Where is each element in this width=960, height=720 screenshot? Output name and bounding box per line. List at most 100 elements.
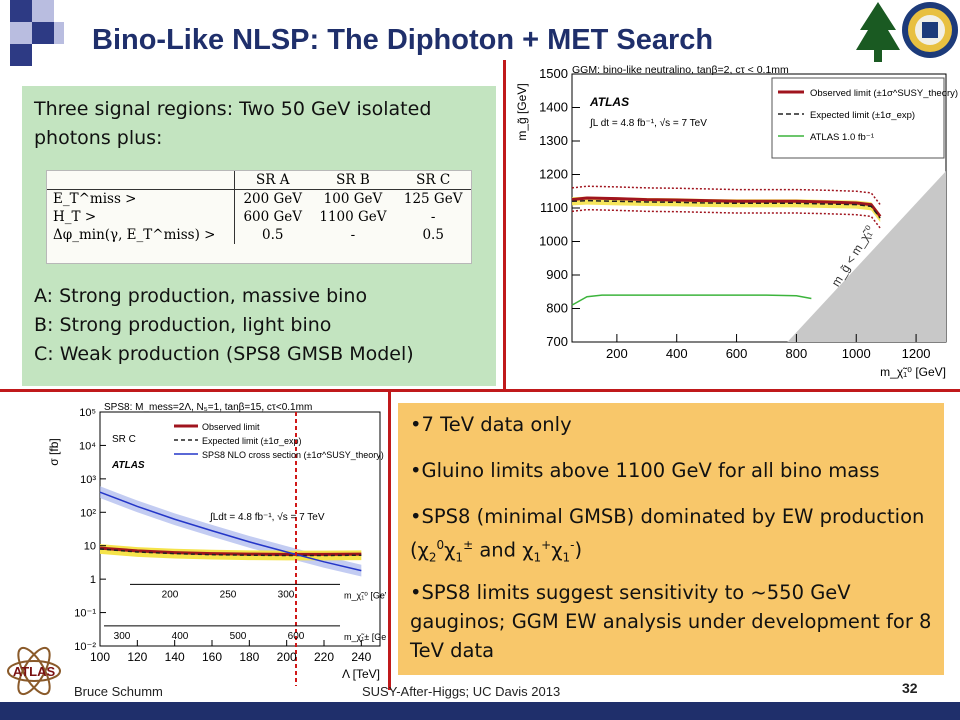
y-tick-label: 1100 [540,200,568,215]
secondary-tick-label: 500 [230,631,247,642]
bullet-item: •SPS8 limits suggest sensitivity to ~550… [410,581,932,662]
table-header: SR A [234,171,311,190]
table-header: SR C [395,171,471,190]
lumi-label: ∫Ldt = 4.8 fb⁻¹, √s = 7 TeV [209,511,325,523]
experiment-label: ATLAS [111,460,145,471]
secondary-tick-label: 400 [172,631,189,642]
table-header: SR B [310,171,396,190]
bullet-text: Gluino limits above 1100 GeV for all bin… [421,459,880,482]
bullet-text: SPS8 limits suggest sensitivity to ~550 … [410,581,932,662]
y-tick-label: 10 [84,541,96,553]
bullet-item: •SPS8 (minimal GMSB) dominated by EW pro… [410,505,925,565]
x-tick-label: 200 [606,346,628,361]
y-tick-label: 1200 [539,167,568,182]
legend-entry: ATLAS 1.0 fb⁻¹ [810,132,874,143]
secondary-tick-label: 200 [162,589,179,600]
y-axis-label: m_g̃ [GeV] [515,83,529,140]
y-tick-label: 10⁴ [79,440,96,452]
secondary-axis-label: m_χ̃₁⁰ [GeV] [344,590,386,600]
x-tick-label: 120 [127,650,147,664]
table-cell: E_T^miss > [47,189,235,208]
x-tick-label: 220 [314,650,334,664]
y-axis-label: σ [fb] [47,438,61,465]
deco-square [10,0,32,22]
y-tick-label: 1000 [539,234,568,249]
table-cell: - [430,209,436,225]
table-cell: 125 GeV [403,191,463,207]
page-title: Bino-Like NLSP: The Diphoton + MET Searc… [92,24,714,56]
x-tick-label: 160 [202,650,222,664]
footer-event: SUSY-After-Higgs; UC Davis 2013 [362,684,561,699]
table-row: Δφ_min(γ, E_T^miss) > 0.5 - 0.5 [47,226,471,244]
signal-line-c: C: Weak production (SPS8 GMSB Model) [34,343,414,365]
x-tick-label: 1200 [902,346,931,361]
x-axis-label: Λ [TeV] [342,667,380,681]
expected-band [100,544,362,561]
table-cell: Δφ_min(γ, E_T^miss) > [47,226,235,244]
x-tick-label: 200 [277,650,297,664]
deco-square [32,22,54,44]
x-tick-label: 100 [90,650,110,664]
y-tick-label: 800 [546,301,568,316]
y-tick-label: 10² [80,507,96,519]
nlo-cross-section-line [99,491,362,572]
deco-square [10,44,32,66]
table-cell: 1100 GeV [319,209,387,225]
university-seal-logo [902,2,958,58]
legend-entry: SPS8 NLO cross section (±1σ^SUSY_theory) [202,450,384,460]
divider-vertical-top [503,60,506,390]
table-cell: - [350,227,356,243]
table-cell: 600 GeV [243,209,303,225]
y-tick-label: 10³ [80,474,96,486]
table-cell: 100 GeV [323,191,383,207]
divider-vertical-bottom [388,390,391,690]
y-tick-label: 1300 [539,133,568,148]
secondary-tick-label: 300 [278,589,295,600]
observed-limit-line [571,196,882,218]
region-label: SR C [112,434,136,445]
conclusions-panel [398,403,944,675]
table-cell: 0.5 [261,227,284,243]
x-tick-label: 400 [666,346,688,361]
secondary-tick-label: 600 [288,631,305,642]
bullet-text: SPS8 (minimal GMSB) dominated by EW prod… [410,505,925,562]
legend-entry: Observed limit (±1σ^SUSY_theory) [810,88,958,99]
footer-author: Bruce Schumm [74,684,163,699]
signal-line-a: A: Strong production, massive bino [34,285,368,307]
bullet-item: •7 TeV data only [410,413,572,436]
legend-entry: Expected limit (±1σ_exp) [810,110,915,121]
footer-bar [0,702,960,720]
y-tick-label: 10⁵ [79,407,96,419]
secondary-axis-label: m_χ̃₁± [GeV] [344,632,386,642]
tree-logo [856,2,900,62]
x-tick-label: 800 [786,346,808,361]
sps8-cross-section-chart: 100 120 140 160 180 200 220 240 10⁻² 10⁻¹ 1 10 10² 10… [47,402,386,686]
signal-regions-table: SR A SR B SR C E_T^miss > 200 GeV 100 Ge… [46,170,472,264]
y-tick-label: 1 [90,574,96,586]
lumi-label: ∫L dt = 4.8 fb⁻¹, √s = 7 TeV [589,117,707,129]
x-tick-label: 180 [239,650,259,664]
divider-horizontal [0,389,960,392]
excluded-region [787,171,946,342]
x-tick-label: 140 [165,650,185,664]
atlas-1fb-line [571,294,812,306]
chart-title: SPS8: M_mess=2Λ, N₅=1, tanβ=15, cτ<0.1mm [104,402,312,413]
x-axis-label: m_χ̃₁⁰ [GeV] [880,365,946,379]
expected-limit-line [571,199,881,219]
table-cell: H_T > [47,208,235,226]
observed-theory-down [571,208,881,229]
page-number: 32 [902,680,918,696]
y-tick-label: 900 [546,267,568,282]
signal-line-b: B: Strong production, light bino [34,314,332,336]
y-tick-label: 10⁻¹ [74,608,96,620]
table-cell: 0.5 [422,227,444,243]
table-header [47,171,235,190]
legend-entry: Expected limit (±1σ_exp) [202,436,302,446]
bullet-text: 7 TeV data only [421,413,572,436]
atlas-logo: ATLAS [7,646,61,696]
plot-frame [99,411,381,647]
deco-square [54,22,64,44]
x-tick-label: 240 [351,650,371,664]
y-tick-label: 700 [546,334,568,349]
